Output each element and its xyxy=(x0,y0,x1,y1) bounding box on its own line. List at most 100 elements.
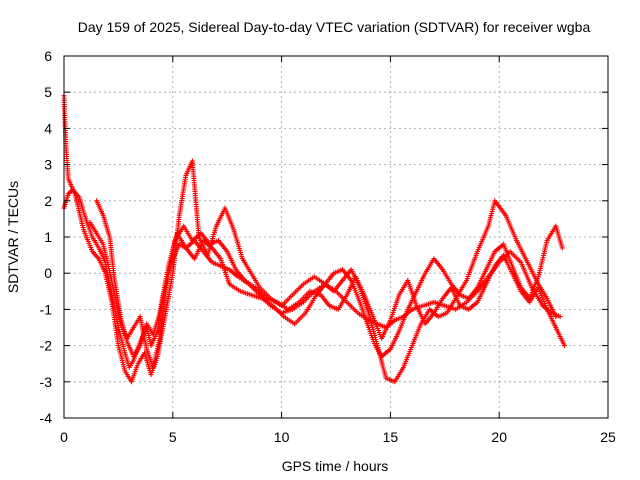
grid xyxy=(64,56,608,418)
data-point xyxy=(241,258,254,276)
data-point xyxy=(250,293,265,301)
data-point xyxy=(493,199,509,218)
data-point xyxy=(261,297,276,309)
x-axis-label: GPS time / hours xyxy=(282,458,389,474)
data-point xyxy=(388,292,402,321)
data-point xyxy=(265,296,280,305)
y-tick-label: -4 xyxy=(40,410,53,426)
data-point xyxy=(410,321,424,347)
data-point xyxy=(545,308,559,330)
data-point xyxy=(424,310,437,325)
data-point xyxy=(249,272,263,291)
data-point xyxy=(475,267,489,289)
data-point xyxy=(484,249,498,271)
data-point xyxy=(84,218,95,240)
data-point xyxy=(380,317,393,340)
data-point xyxy=(63,149,71,182)
data-point xyxy=(116,345,128,374)
x-tick-label: 10 xyxy=(274,429,290,445)
data-point xyxy=(393,364,406,383)
data-point xyxy=(475,223,491,252)
x-tick-label: 0 xyxy=(60,429,68,445)
data-point xyxy=(243,279,258,291)
y-tick-label: -3 xyxy=(40,374,53,390)
data-point xyxy=(484,263,498,285)
x-tick-label: 15 xyxy=(383,429,399,445)
data-point xyxy=(157,285,169,339)
y-tick-label: 2 xyxy=(44,193,52,209)
data-point xyxy=(129,361,141,383)
y-tick-label: -2 xyxy=(40,338,53,354)
series-3 xyxy=(94,198,565,359)
data-point xyxy=(125,325,137,340)
data-point xyxy=(191,230,204,242)
data-point xyxy=(401,343,415,368)
axis-ticks: 0 5 10 15 20 25 -4 -3 -2 -1 0 1 2 3 4 5 6 xyxy=(40,48,616,445)
data-point xyxy=(414,270,428,292)
data-point xyxy=(385,376,398,385)
data-point xyxy=(225,250,239,273)
data-point xyxy=(62,198,69,209)
data-point xyxy=(192,238,206,260)
data-point xyxy=(515,239,530,265)
data-point xyxy=(464,249,480,281)
data-point xyxy=(509,250,524,265)
data-point xyxy=(459,304,472,312)
plot-area xyxy=(61,93,567,385)
series-4 xyxy=(87,220,567,370)
data-point xyxy=(276,300,291,312)
data-point xyxy=(333,267,345,275)
data-point xyxy=(422,299,437,308)
data-point xyxy=(545,297,559,320)
x-tick-label: 25 xyxy=(600,429,616,445)
data-point xyxy=(373,344,385,359)
data-point xyxy=(291,281,306,296)
data-point xyxy=(67,187,76,195)
data-point xyxy=(553,225,565,251)
data-point xyxy=(302,274,317,286)
data-point xyxy=(304,292,319,314)
data-point xyxy=(536,238,550,278)
data-point xyxy=(293,310,308,325)
data-point xyxy=(358,301,372,330)
data-point xyxy=(109,301,121,349)
data-point xyxy=(209,238,221,246)
data-point xyxy=(228,282,243,294)
data-point xyxy=(254,286,269,301)
data-point xyxy=(90,236,102,251)
data-point xyxy=(380,346,393,358)
data-point xyxy=(132,343,143,358)
data-point xyxy=(536,287,550,312)
data-point xyxy=(231,229,245,262)
data-point xyxy=(501,254,515,276)
data-point xyxy=(341,268,354,283)
data-point xyxy=(323,270,337,285)
data-point xyxy=(72,193,87,233)
chart-title: Day 159 of 2025, Sidereal Day-to-day VTE… xyxy=(78,19,591,35)
data-point xyxy=(519,261,535,291)
data-point xyxy=(223,207,237,233)
y-tick-label: 4 xyxy=(44,120,52,136)
data-point xyxy=(423,256,437,274)
y-tick-label: 6 xyxy=(44,48,52,64)
data-point xyxy=(336,292,350,311)
data-point xyxy=(287,299,302,311)
data-point xyxy=(91,250,102,262)
data-point xyxy=(164,270,176,310)
data-point xyxy=(95,200,106,218)
data-point xyxy=(362,294,376,320)
y-tick-label: -1 xyxy=(40,301,53,317)
x-tick-label: 20 xyxy=(491,429,507,445)
data-point xyxy=(554,326,567,349)
data-point xyxy=(388,328,402,350)
data-point xyxy=(406,279,419,309)
data-point xyxy=(493,241,507,253)
data-point xyxy=(258,286,274,301)
data-point xyxy=(210,246,224,262)
data-point xyxy=(397,306,411,332)
data-point xyxy=(103,272,115,305)
series-2 xyxy=(61,93,559,385)
data-point xyxy=(177,173,189,216)
data-point xyxy=(298,288,313,304)
